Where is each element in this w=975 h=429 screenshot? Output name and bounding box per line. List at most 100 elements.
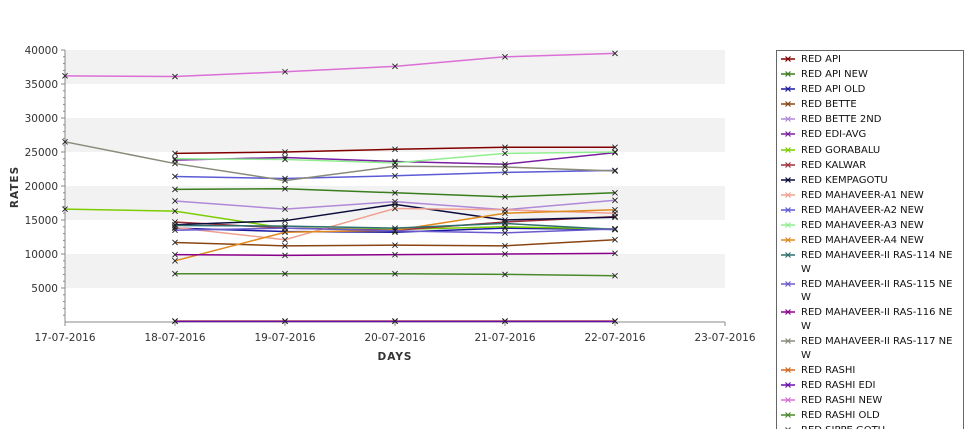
- series-11: [172, 149, 618, 166]
- x-axis-label: DAYS: [377, 351, 412, 363]
- y-tick-label: 40000: [25, 45, 58, 57]
- data-point: [282, 206, 288, 213]
- data-point: [172, 73, 178, 80]
- data-point: [282, 217, 288, 224]
- legend-swatch: [781, 101, 795, 108]
- data-point: [612, 250, 618, 257]
- data-point: [282, 270, 288, 277]
- data-point: [172, 239, 178, 246]
- series-layer: [62, 50, 618, 325]
- data-point: [172, 186, 178, 193]
- data-point: [172, 155, 178, 162]
- legend-swatch: [781, 396, 795, 403]
- data-point: [392, 318, 398, 325]
- legend-swatch: [781, 222, 795, 228]
- data-point: [502, 230, 508, 236]
- y-tick-label: 5000: [31, 283, 58, 295]
- legend-swatch: [781, 176, 795, 183]
- legend-item: RED RASHI NEW: [777, 394, 963, 408]
- legend-label: RED EDI-AVG: [801, 129, 867, 141]
- legend-label: RED RASHI OLD: [801, 409, 880, 421]
- legend-item: RED RASHI OLD: [777, 409, 963, 423]
- legend-item: RED API: [777, 53, 963, 67]
- data-point: [172, 221, 178, 228]
- legend-swatch: [781, 338, 795, 344]
- data-point: [612, 206, 618, 213]
- y-tick-label: 30000: [25, 113, 58, 125]
- legend-label: RED KEMPAGOTU: [801, 174, 888, 186]
- legend-label: RED MAHAVEER-A1 NEW: [801, 189, 924, 201]
- data-point: [612, 189, 618, 196]
- legend-item: RED API NEW: [777, 68, 963, 82]
- legend-item: RED API OLD: [777, 83, 963, 97]
- x-tick-label: 21-07-2016: [474, 332, 535, 344]
- legend-label: RED SIPPE GOTU: [801, 424, 963, 429]
- legend-item: RED KALWAR: [777, 159, 963, 173]
- legend-label: RED MAHAVEER-A2 NEW: [801, 204, 924, 216]
- legend-swatch: [781, 309, 795, 316]
- legend-swatch: [781, 366, 795, 373]
- data-point: [502, 169, 508, 176]
- data-point: [612, 236, 618, 243]
- legend-item: RED MAHAVEER-II RAS-117 NEW: [777, 335, 963, 362]
- series-20: [172, 270, 618, 279]
- data-point: [612, 197, 618, 204]
- data-point: [502, 242, 508, 249]
- series-line: [64, 52, 616, 78]
- y-tick-label: 35000: [25, 79, 58, 91]
- data-point: [502, 271, 508, 278]
- legend: RED API RED API NEW RED API OLD RED BETTE RE…: [776, 50, 964, 429]
- data-point: [612, 168, 618, 174]
- legend-label: RED MAHAVEER-II RAS-117 NEW: [801, 336, 953, 361]
- data-point: [172, 270, 178, 277]
- data-point: [392, 198, 398, 205]
- legend-item: RED EDI-AVG: [777, 128, 963, 142]
- data-point: [282, 242, 288, 249]
- data-point: [282, 177, 288, 184]
- legend-label: RED KALWAR: [801, 159, 867, 171]
- legend-swatch: [781, 280, 795, 287]
- data-point: [502, 210, 508, 217]
- legend-item: RED KEMPAGOTU: [777, 174, 963, 188]
- data-point: [282, 185, 288, 192]
- legend-swatch: [781, 161, 795, 168]
- data-point: [612, 144, 618, 151]
- x-axis: 17-07-2016 18-07-2016 19-07-2016 20-07-2016…: [34, 321, 756, 344]
- legend-label: RED MAHAVEER-II RAS-116 NEW: [801, 307, 953, 332]
- series-9: [172, 205, 618, 243]
- x-tick-label: 19-07-2016: [254, 332, 315, 344]
- y-tick-label: 10000: [25, 249, 58, 261]
- series-line: [64, 141, 616, 182]
- data-point: [502, 53, 508, 60]
- data-point: [502, 144, 508, 151]
- data-point: [392, 205, 398, 212]
- legend-item: RED MAHAVEER-A4 NEW: [777, 234, 963, 248]
- legend-label: RED GORABALU: [801, 144, 881, 156]
- legend-item: RED BETTE: [777, 98, 963, 112]
- y-axis: 5000 10000 15000 20000 25000 30000 35000 40000: [25, 45, 66, 322]
- legend-label: RED MAHAVEER-II RAS-115 NEW: [801, 278, 953, 304]
- legend-swatch: [781, 56, 795, 62]
- data-point: [62, 72, 68, 79]
- data-point: [282, 149, 288, 155]
- legend-item: RED MAHAVEER-II RAS-115 NEW: [777, 278, 963, 305]
- grid-band: [65, 254, 725, 288]
- y-axis-label: RATES: [9, 166, 21, 208]
- data-point: [62, 138, 68, 145]
- legend-label: RED BETTE: [801, 99, 857, 111]
- legend-item: RED MAHAVEER-A3 NEW: [777, 219, 963, 233]
- legend-item: RED MAHAVEER-II RAS-114 NEW: [777, 249, 963, 276]
- legend-swatch: [781, 131, 795, 138]
- legend-item: RED MAHAVEER-A2 NEW: [777, 204, 963, 218]
- data-point: [172, 222, 178, 229]
- legend-label: RED API OLD: [801, 84, 866, 96]
- x-tick-label: 20-07-2016: [364, 332, 425, 344]
- series-16: [62, 138, 618, 184]
- legend-swatch: [781, 252, 795, 259]
- data-point: [282, 318, 288, 325]
- data-point: [172, 198, 178, 204]
- data-point: [502, 251, 508, 257]
- series-1: [172, 185, 618, 200]
- y-tick-label: 15000: [25, 215, 58, 227]
- legend-label: RED MAHAVEER-A3 NEW: [801, 220, 924, 232]
